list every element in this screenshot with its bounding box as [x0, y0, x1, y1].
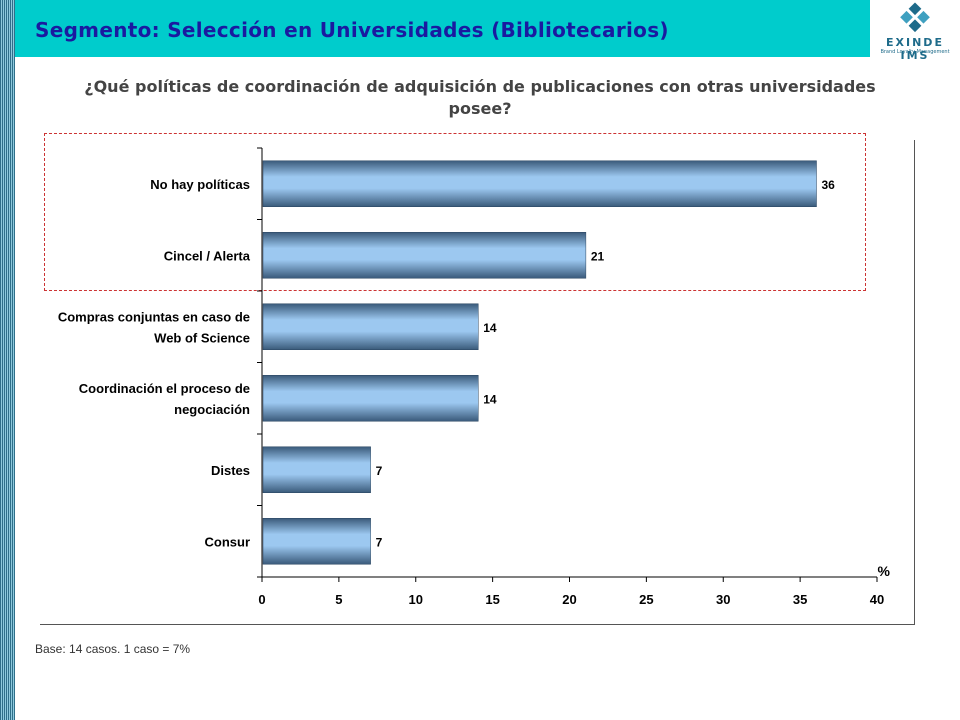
data-label: 7: [376, 464, 383, 478]
base-note: Base: 14 casos. 1 caso = 7%: [35, 642, 191, 656]
x-tick-label: 15: [485, 592, 499, 607]
chart-question: ¿Qué políticas de coordinación de adquis…: [84, 77, 876, 118]
bar: [262, 518, 371, 565]
x-tick-label: 40: [870, 592, 884, 607]
x-unit-label: %: [878, 563, 891, 579]
bar: [262, 446, 371, 493]
page-title: Segmento: Selección en Universidades (Bi…: [35, 18, 669, 42]
bar: [262, 232, 587, 279]
category-label: Web of Science: [154, 330, 250, 345]
logo-mark-icon: [900, 2, 930, 33]
logo-subtext: Brand Loyalty Management: [880, 49, 950, 55]
x-tick-label: 5: [335, 592, 342, 607]
bar: [262, 303, 479, 350]
category-label: negociación: [174, 402, 250, 417]
category-label: Coordinación el proceso de: [79, 381, 250, 396]
data-label: 21: [591, 249, 605, 263]
category-label: No hay políticas: [150, 177, 250, 192]
data-label: 7: [376, 535, 383, 549]
logo-text: EXINDE IMS: [886, 36, 944, 62]
category-label: Consur: [205, 534, 251, 549]
x-tick-label: 0: [258, 592, 265, 607]
category-label: Compras conjuntas en caso de: [58, 309, 250, 324]
header-bar: [15, 0, 870, 57]
highlight-box: [44, 133, 866, 291]
category-label: Distes: [211, 463, 250, 478]
data-label: 14: [483, 392, 497, 406]
x-tick-label: 10: [409, 592, 423, 607]
bar: [262, 160, 817, 207]
data-label: 36: [822, 178, 836, 192]
data-label: 14: [483, 321, 497, 335]
category-label: Cincel / Alerta: [164, 248, 251, 263]
chart-frame: [40, 140, 915, 625]
x-tick-label: 30: [716, 592, 730, 607]
x-tick-label: 35: [793, 592, 807, 607]
x-tick-label: 25: [639, 592, 653, 607]
logo: [870, 0, 960, 57]
x-tick-label: 20: [562, 592, 576, 607]
left-decorative-stripe: [0, 0, 15, 720]
bar: [262, 375, 479, 422]
